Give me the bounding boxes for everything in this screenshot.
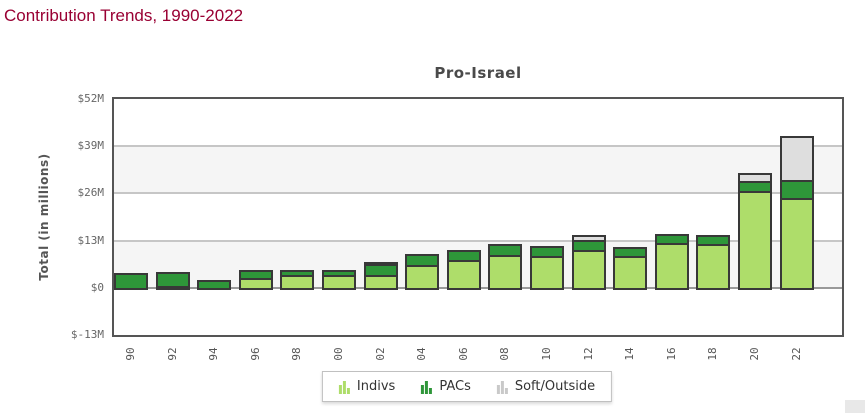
bar-98-pacs-segment xyxy=(280,269,315,277)
bar-chart-icon xyxy=(421,380,433,394)
plot-band xyxy=(114,287,842,335)
bar-04-indivs-segment xyxy=(405,264,440,290)
x-tick-label: 14 xyxy=(623,347,637,361)
bar-14-indivs-segment xyxy=(613,255,648,290)
x-tick-label: 06 xyxy=(456,347,470,361)
x-tick-label: 18 xyxy=(706,347,720,361)
page-title: Contribution Trends, 1990-2022 xyxy=(4,6,244,25)
y-axis-title: Total (in millions) xyxy=(37,153,51,281)
bar-22-soft-outside-segment xyxy=(779,135,814,182)
bar-12-soft-outside-segment xyxy=(571,234,606,242)
bar-22-pacs-segment xyxy=(779,179,814,200)
bar-06-indivs-segment xyxy=(446,259,481,290)
x-tick-label: 22 xyxy=(789,347,803,361)
y-tick-label: $0 xyxy=(90,280,104,294)
legend-label: PACs xyxy=(439,379,471,394)
x-tick-label: 98 xyxy=(290,347,304,361)
legend-label: Indivs xyxy=(356,379,396,394)
x-tick-label: 96 xyxy=(248,347,262,361)
bar-16-indivs-segment xyxy=(654,242,689,290)
bar-00-pacs-segment xyxy=(322,269,356,277)
legend-label: Soft/Outside xyxy=(514,379,596,394)
bar-02-soft-outside-segment xyxy=(363,261,398,266)
bar-18-indivs-segment xyxy=(696,243,731,290)
bar-08-indivs-segment xyxy=(488,254,523,290)
gridline xyxy=(114,192,842,195)
bar-18-pacs-segment xyxy=(696,234,731,246)
bar-06-pacs-segment xyxy=(446,249,481,262)
bar-08-pacs-segment xyxy=(488,243,523,257)
bar-14-pacs-segment xyxy=(613,246,648,258)
x-tick-label: 16 xyxy=(664,347,678,361)
bar-16-pacs-segment xyxy=(654,233,689,245)
bar-92-pacs-segment xyxy=(155,271,190,288)
x-tick-label: 02 xyxy=(373,347,387,361)
legend-item-pacs: PACs xyxy=(421,379,471,394)
plot-area xyxy=(112,97,844,337)
bar-10-pacs-segment xyxy=(530,245,564,258)
bar-98-indivs-segment xyxy=(280,274,315,290)
bar-10-indivs-segment xyxy=(530,255,564,290)
chart-legend: Indivs PACs Soft/Outside xyxy=(321,371,613,402)
y-tick-label: $13M xyxy=(77,233,105,247)
x-tick-label: 20 xyxy=(748,347,761,361)
scrollbar-fragment[interactable] xyxy=(845,400,865,413)
y-tick-label: $-13M xyxy=(70,328,104,341)
plot-band xyxy=(114,99,842,147)
y-tick-label: $52M xyxy=(77,92,105,105)
x-tick-label: 12 xyxy=(581,347,595,361)
legend-item-indivs: Indivs xyxy=(338,379,396,394)
bar-02-indivs-segment xyxy=(363,274,398,290)
plot-band xyxy=(114,146,842,194)
x-tick-label: 94 xyxy=(207,347,221,361)
bar-90-pacs-segment xyxy=(114,272,148,290)
bar-chart-icon xyxy=(496,380,508,394)
y-tick-label: $39M xyxy=(77,139,105,153)
bar-22-indivs-segment xyxy=(779,197,814,290)
bar-chart-icon xyxy=(338,380,350,394)
x-tick-label: 08 xyxy=(498,347,512,361)
bar-20-indivs-segment xyxy=(738,190,772,290)
bar-12-indivs-segment xyxy=(571,249,606,290)
x-tick-label: 10 xyxy=(540,347,553,361)
x-tick-label: 92 xyxy=(165,347,179,361)
bar-00-indivs-segment xyxy=(322,274,356,290)
legend-item-soft-outside: Soft/Outside xyxy=(496,379,596,394)
x-tick-label: 90 xyxy=(124,347,137,361)
bar-94-pacs-segment xyxy=(197,279,232,290)
bar-04-pacs-segment xyxy=(405,253,440,267)
bar-20-soft-outside-segment xyxy=(738,172,772,183)
x-tick-label: 00 xyxy=(332,347,345,361)
y-tick-label: $26M xyxy=(77,186,105,200)
x-tick-label: 04 xyxy=(415,347,429,361)
gridline xyxy=(114,145,842,148)
gridline xyxy=(114,239,842,242)
plot-band xyxy=(114,193,842,241)
bar-96-pacs-segment xyxy=(238,269,273,280)
chart-title: Pro-Israel xyxy=(434,64,522,82)
